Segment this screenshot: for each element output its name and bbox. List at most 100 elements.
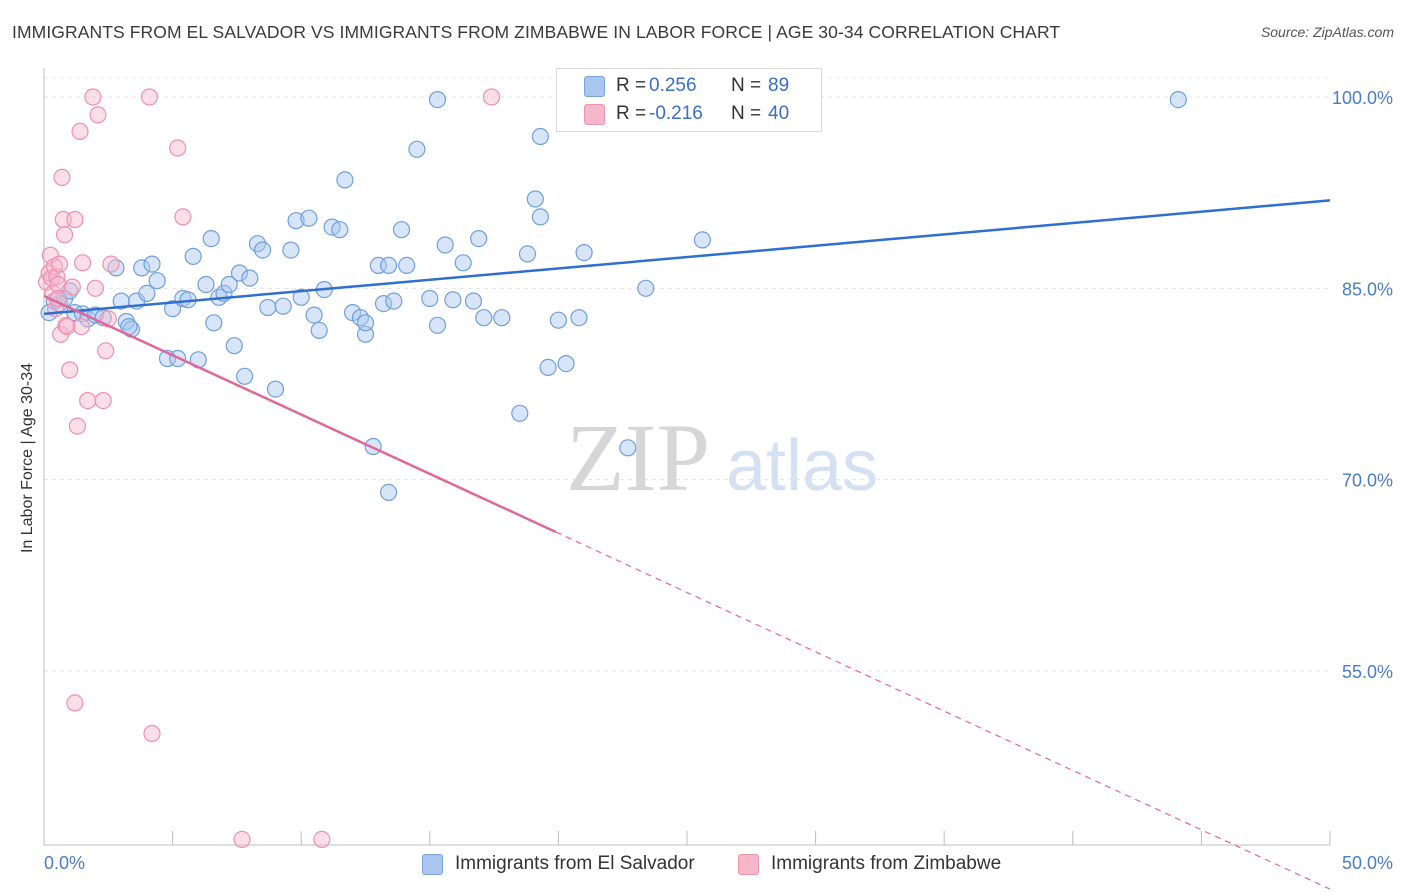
el-salvador-point [421,289,439,308]
series-name-el-salvador: Immigrants from El Salvador [455,853,695,874]
el-salvador-point [539,358,557,376]
zimbabwe-point [63,278,81,296]
el-salvador-point [526,190,544,208]
el-salvador-point [575,244,593,262]
zimbabwe-trend-extension [555,531,1331,890]
zimbabwe-point [482,88,501,106]
el-salvador-point [287,212,305,230]
zimbabwe-point [84,88,102,106]
el-salvador-point [305,306,323,324]
el-salvador-point [392,221,411,239]
el-salvador-point [184,247,202,265]
zimbabwe-point [102,255,120,273]
correlation-legend: R = 0.256 N = 89 R = -0.216 N = 40 [556,68,822,132]
zimbabwe-point [55,226,74,244]
el-salvador-point [351,309,369,327]
el-salvador-point [138,284,156,302]
y-tick-label: 55.0% [1342,662,1393,682]
el-salvador-point [202,230,220,248]
zimbabwe-point [313,830,331,849]
legend-r-label: R = [616,103,647,124]
zimbabwe-point [140,88,159,106]
el-salvador-point [549,311,568,329]
el-salvador-point [380,483,398,501]
el-salvador-point [292,288,310,306]
zimbabwe-point [49,275,67,294]
zimbabwe-point [66,694,84,712]
el-salvador-point [470,230,488,248]
el-salvador-point [369,256,387,274]
zimbabwe-point [89,106,107,124]
zimbabwe-point [79,392,97,410]
watermark-zip: ZIP [566,404,710,511]
zimbabwe-point [174,208,192,226]
legend-swatch-zimbabwe [584,103,605,125]
el-salvador-point [380,256,398,274]
el-salvador-point [693,231,712,249]
el-salvador-point [133,259,151,277]
el-salvador-point [197,275,215,294]
el-salvador-point [336,171,354,189]
el-salvador-point [531,208,550,226]
el-salvador-point [143,255,161,273]
source-label: Source: ZipAtlas.com [1260,24,1394,40]
el-salvador-point [230,264,249,282]
legend-r-value: -0.216 [649,103,703,124]
zimbabwe-point [73,254,92,272]
el-salvador-point [274,297,292,315]
legend-row-el-salvador: R = 0.256 N = 89 [557,73,821,99]
el-salvador-point [464,292,483,310]
legend-n-value: 40 [768,103,790,124]
zimbabwe-point [94,392,112,410]
el-salvador-point [164,300,182,318]
series-name-zimbabwe: Immigrants from Zimbabwe [771,853,1002,874]
series-legend-zimbabwe[interactable]: Immigrants from Zimbabwe [738,852,1001,876]
el-salvador-point [557,355,575,373]
el-salvador-point [241,269,259,287]
zimbabwe-point [143,724,161,743]
y-tick-label: 100.0% [1332,88,1393,108]
el-salvador-point [148,272,166,290]
y-tick-label: 85.0% [1342,279,1393,299]
el-salvador-point [475,309,493,327]
zimbabwe-point [233,830,251,849]
zimbabwe-point [50,255,69,273]
el-salvador-point [374,295,393,313]
el-salvador-point [444,291,462,309]
el-salvador-point [205,314,223,332]
legend-r-label: R = [616,75,647,96]
legend-n-label: N = [731,75,762,96]
zimbabwe-point [97,342,115,360]
el-salvador-point [454,254,472,272]
el-salvador-point [225,337,243,355]
zimbabwe-point [53,168,71,186]
el-salvador-point [408,140,426,158]
data-points [37,88,1187,849]
el-salvador-point [511,404,529,422]
trend-lines [43,199,1331,890]
el-salvador-point [220,275,238,294]
el-salvador-point [282,241,300,259]
legend-n-value: 89 [768,75,790,96]
zimbabwe-point [169,139,187,157]
el-salvador-point [619,439,637,457]
zimbabwe-point [66,210,84,229]
series-legend-el-salvador[interactable]: Immigrants from El Salvador [422,852,695,876]
zimbabwe-point [72,318,90,336]
el-salvador-point [637,279,655,297]
el-salvador-point [428,316,447,334]
legend-swatch-el-salvador [584,75,605,97]
el-salvador-point [428,90,447,109]
el-salvador-point [236,367,254,385]
zimbabwe-point [86,279,105,297]
el-salvador-point [385,292,403,310]
zimbabwe-point [61,361,79,379]
axes [43,68,1331,846]
el-salvador-point [331,221,349,239]
tick-labels: 55.0% 70.0% 85.0% 100.0% 0.0% 50.0% [44,88,1393,873]
legend-row-zimbabwe: R = -0.216 N = 40 [557,101,821,127]
el-salvador-point [310,321,328,339]
el-salvador-point [493,309,511,327]
el-salvador-point [300,209,318,227]
